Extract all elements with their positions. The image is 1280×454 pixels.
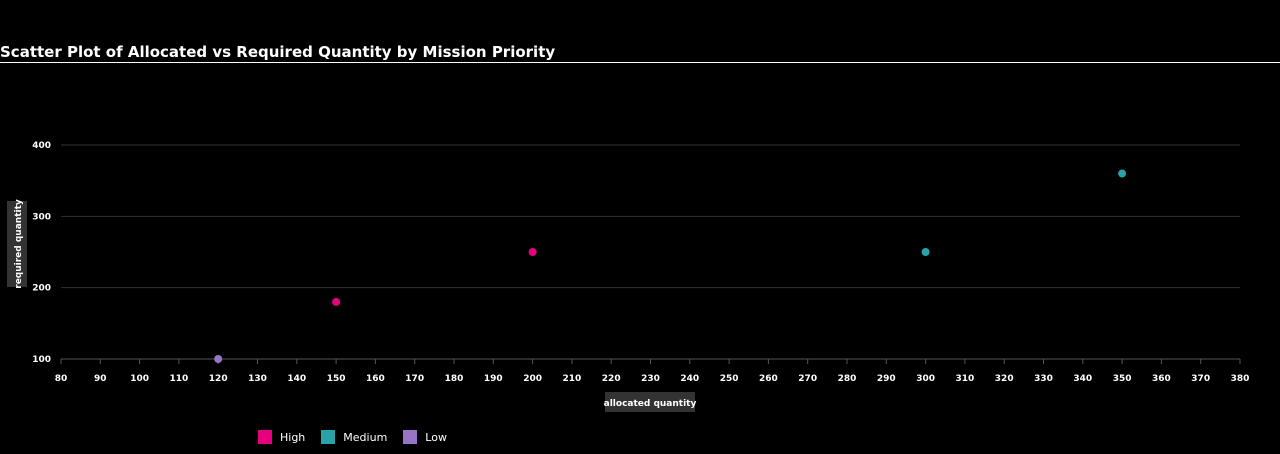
- x-tick-label: 170: [405, 374, 424, 384]
- x-axis-title-box: [605, 392, 695, 412]
- y-tick-label: 400: [32, 141, 51, 151]
- x-tick-label: 330: [1034, 374, 1053, 384]
- legend-label: Medium: [343, 430, 388, 444]
- chart-legend: High Medium Low: [258, 430, 463, 444]
- data-point-medium: [1118, 169, 1127, 178]
- x-tick-label: 350: [1113, 374, 1132, 384]
- y-tick-label: 200: [32, 284, 51, 294]
- x-axis-title: allocated quantity: [604, 399, 697, 409]
- x-tick-label: 80: [55, 374, 68, 384]
- y-axis-title-box: [7, 201, 27, 287]
- x-tick-label: 260: [759, 374, 778, 384]
- x-tick-label: 230: [641, 374, 660, 384]
- x-tick-label: 380: [1231, 374, 1250, 384]
- legend-swatch: [258, 430, 272, 444]
- data-point-medium: [921, 248, 930, 256]
- x-tick-label: 130: [248, 374, 267, 384]
- x-tick-label: 160: [366, 374, 385, 384]
- x-tick-label: 360: [1152, 374, 1171, 384]
- x-tick-label: 90: [94, 374, 107, 384]
- x-tick-label: 200: [523, 374, 542, 384]
- x-tick-label: 340: [1073, 374, 1092, 384]
- x-tick-label: 270: [798, 374, 817, 384]
- x-tick-label: 280: [838, 374, 857, 384]
- x-tick-label: 100: [130, 374, 149, 384]
- x-tick-label: 220: [602, 374, 621, 384]
- legend-label: High: [280, 430, 306, 444]
- x-tick-label: 140: [287, 374, 306, 384]
- legend-swatch: [403, 430, 418, 444]
- x-tick-label: 210: [563, 374, 582, 384]
- x-tick-label: 370: [1191, 374, 1210, 384]
- y-axis-title: required quantity: [14, 199, 24, 289]
- legend-item-medium[interactable]: Medium: [321, 430, 387, 444]
- legend-swatch: [321, 430, 336, 444]
- legend-label: Low: [425, 430, 447, 444]
- data-point-high: [528, 248, 537, 256]
- x-tick-label: 180: [445, 374, 464, 384]
- x-tick-label: 290: [877, 374, 896, 384]
- legend-item-low[interactable]: Low: [403, 430, 447, 444]
- x-tick-label: 300: [916, 374, 935, 384]
- data-point-high: [332, 297, 341, 306]
- x-tick-label: 240: [680, 374, 699, 384]
- data-point-low: [214, 355, 223, 363]
- y-tick-label: 300: [32, 212, 51, 222]
- x-tick-label: 250: [720, 374, 739, 384]
- x-tick-label: 310: [956, 374, 975, 384]
- x-tick-label: 190: [484, 374, 503, 384]
- legend-item-high[interactable]: High: [258, 430, 305, 444]
- x-tick-label: 320: [995, 374, 1014, 384]
- x-tick-label: 150: [327, 374, 346, 384]
- y-tick-label: 100: [32, 355, 51, 365]
- x-tick-label: 110: [170, 374, 189, 384]
- x-tick-label: 120: [209, 374, 228, 384]
- chart-title: Scatter Plot of Allocated vs Required Qu…: [0, 43, 1280, 63]
